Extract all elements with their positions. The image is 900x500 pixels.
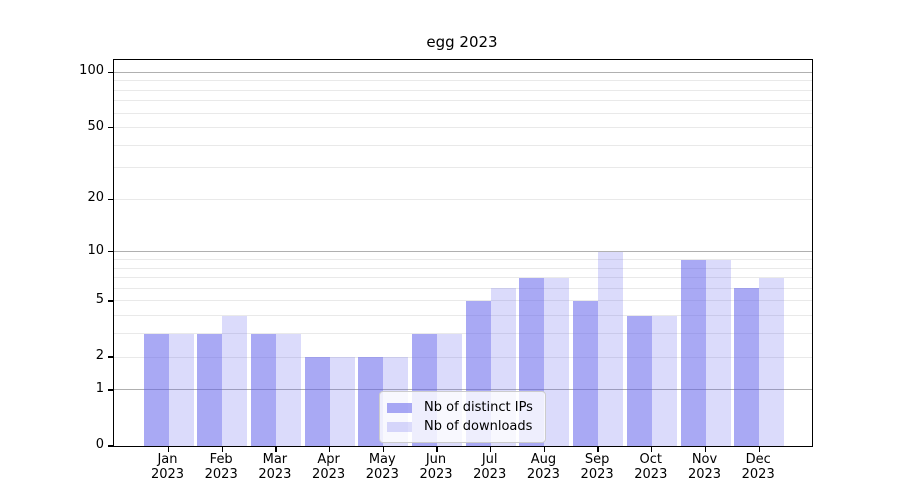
y-tick-label: 5 [95, 291, 104, 307]
bar-downloads [275, 333, 301, 446]
y-tick-mark [108, 300, 113, 302]
y-tick-label: 2 [95, 348, 104, 364]
legend-label-distinct-ips: Nb of distinct IPs [424, 400, 533, 415]
bar-distinct-ips [680, 259, 706, 446]
legend-item-downloads: Nb of downloads [387, 417, 537, 436]
gridline-minor [114, 144, 812, 146]
bar-downloads [705, 259, 731, 446]
gridline-minor [114, 198, 812, 200]
x-tick-label: Mar 2023 [258, 452, 292, 482]
chart-title: egg 2023 [426, 33, 498, 51]
bar-distinct-ips [304, 357, 330, 446]
y-tick-mark [108, 126, 113, 129]
x-tick-label: Oct 2023 [634, 452, 668, 482]
y-tick-mark [108, 71, 113, 73]
x-tick-mark [597, 447, 599, 452]
x-tick-label: Jun 2023 [419, 452, 453, 482]
y-tick-label: 1 [95, 380, 104, 396]
gridline-major [114, 389, 812, 391]
bar-downloads [651, 315, 677, 446]
x-tick-mark [221, 447, 223, 452]
x-tick-mark [167, 447, 170, 452]
legend-swatch-downloads [387, 421, 412, 432]
x-tick-mark [651, 447, 653, 452]
bar-distinct-ips [250, 333, 276, 446]
bar-downloads [329, 357, 355, 446]
bar-distinct-ips [143, 333, 169, 446]
y-tick-mark [108, 445, 113, 447]
gridline-minor [114, 300, 812, 302]
x-tick-label: Sep 2023 [580, 452, 614, 482]
x-tick-label: Apr 2023 [312, 452, 346, 482]
bar-downloads [222, 315, 248, 446]
x-tick-label: Dec 2023 [741, 452, 775, 482]
x-tick-label: Jul 2023 [473, 452, 507, 482]
bar-downloads [544, 277, 570, 446]
gridline-minor [114, 259, 812, 260]
gridline-minor [114, 89, 812, 91]
x-tick-mark [543, 447, 546, 452]
x-tick-mark [275, 447, 277, 452]
gridline-minor [114, 277, 812, 279]
gridline-minor [114, 287, 812, 289]
gridline-major [114, 251, 812, 253]
gridline-minor [114, 127, 812, 129]
gridline-minor [114, 315, 812, 317]
bar-distinct-ips [626, 315, 652, 446]
legend-label-downloads: Nb of downloads [424, 419, 533, 434]
x-tick-label: Feb 2023 [204, 452, 238, 482]
x-tick-mark [758, 447, 760, 452]
gridline-major [114, 71, 812, 73]
gridline-minor [114, 356, 812, 358]
y-tick-label: 100 [79, 63, 104, 79]
y-tick-label: 10 [87, 242, 104, 258]
x-tick-mark [704, 447, 707, 452]
gridline-minor [114, 112, 812, 114]
legend-item-distinct-ips: Nb of distinct IPs [387, 398, 537, 417]
x-tick-mark [436, 447, 438, 452]
y-tick-mark [108, 389, 113, 391]
bar-distinct-ips [197, 333, 223, 446]
x-tick-mark [382, 447, 384, 452]
x-tick-mark [328, 447, 331, 452]
bar-distinct-ips [734, 288, 760, 446]
legend: Nb of distinct IPs Nb of downloads [379, 391, 546, 443]
bar-downloads [168, 333, 194, 446]
bar-downloads [598, 251, 624, 446]
bar-distinct-ips [573, 300, 599, 446]
x-tick-mark [490, 447, 492, 452]
y-tick-label: 0 [95, 437, 104, 452]
x-tick-label: Aug 2023 [526, 452, 560, 482]
gridline-minor [114, 80, 812, 82]
x-tick-label: May 2023 [365, 452, 399, 482]
gridline-minor [114, 100, 812, 102]
y-tick-mark [108, 356, 113, 358]
y-tick-label: 20 [87, 190, 104, 206]
gridline-minor [114, 167, 812, 169]
y-tick-label: 50 [87, 118, 104, 134]
bar-downloads [759, 277, 785, 446]
y-tick-mark [108, 198, 113, 201]
plot-area: Nb of distinct IPs Nb of downloads [108, 59, 813, 452]
gridline-minor [114, 333, 812, 335]
x-tick-label: Nov 2023 [687, 452, 722, 482]
x-tick-label: Jan 2023 [150, 452, 185, 482]
legend-swatch-distinct-ips [387, 402, 412, 413]
y-tick-mark [108, 251, 113, 253]
gridline-minor [114, 267, 812, 269]
